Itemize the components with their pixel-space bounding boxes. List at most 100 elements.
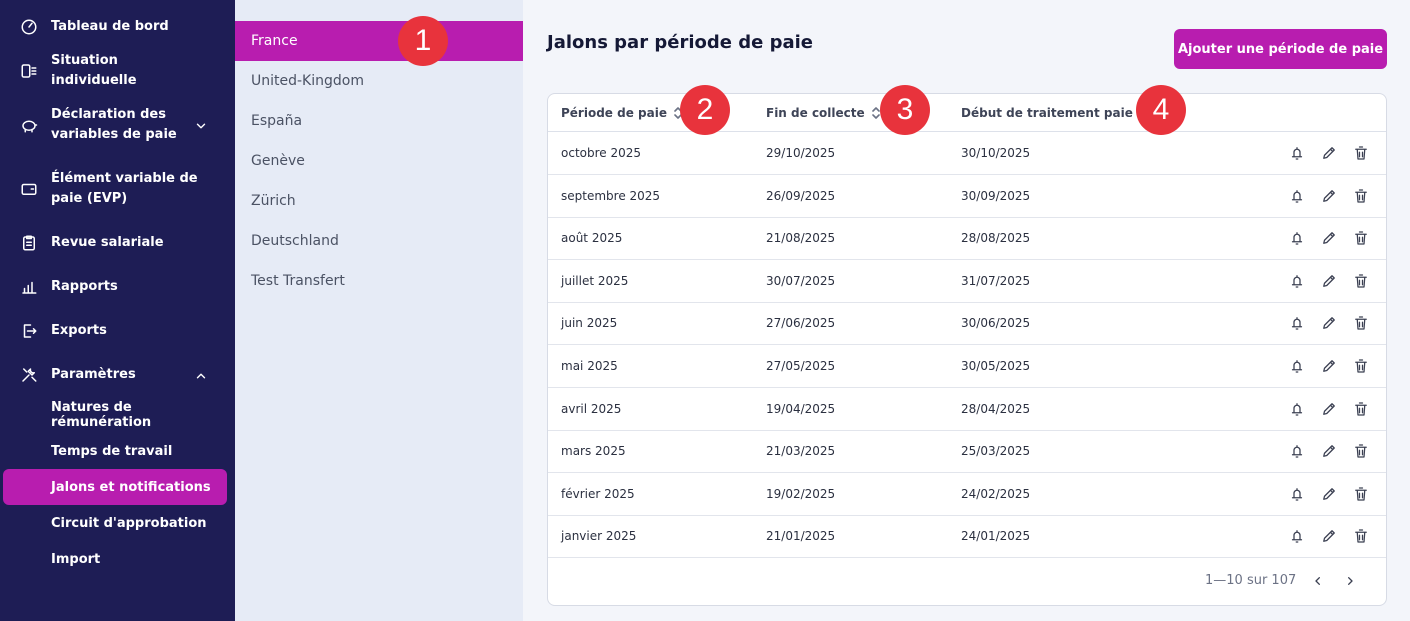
chevron-left-icon[interactable] (1310, 573, 1326, 589)
bell-icon[interactable] (1288, 187, 1306, 205)
trash-icon[interactable] (1352, 144, 1370, 162)
pencil-icon[interactable] (1320, 527, 1338, 545)
export-icon (20, 322, 38, 340)
bell-icon[interactable] (1288, 357, 1306, 375)
bell-icon[interactable] (1288, 442, 1306, 460)
subnav-label: Circuit d'approbation (51, 515, 207, 531)
table-row: août 2025 21/08/2025 28/08/2025 (548, 217, 1386, 261)
chevron-up-icon[interactable] (194, 368, 208, 382)
pencil-icon[interactable] (1320, 272, 1338, 290)
pencil-icon[interactable] (1320, 485, 1338, 503)
nav-label: Situation individuelle (51, 53, 137, 88)
cell-fin-collecte: 19/04/2025 (766, 401, 836, 416)
subnav-natures-remuneration[interactable]: Natures de rémunération (3, 397, 227, 433)
bell-icon[interactable] (1288, 400, 1306, 418)
row-actions (1288, 302, 1370, 344)
trash-icon[interactable] (1352, 314, 1370, 332)
country-item-france[interactable]: France (235, 21, 523, 61)
pencil-icon[interactable] (1320, 144, 1338, 162)
nav-revue-salariale[interactable]: Revue salariale (0, 233, 235, 253)
row-actions (1288, 388, 1370, 430)
pencil-icon[interactable] (1320, 314, 1338, 332)
chevron-down-icon[interactable] (194, 118, 208, 132)
subnav-circuit-approbation[interactable]: Circuit d'approbation (3, 505, 227, 541)
trash-icon[interactable] (1352, 527, 1370, 545)
subnav-label: Temps de travail (51, 443, 173, 459)
pencil-icon[interactable] (1320, 229, 1338, 247)
cell-periode: avril 2025 (561, 401, 622, 416)
sort-icon (871, 107, 881, 119)
country-label: France (251, 33, 298, 49)
country-item-geneve[interactable]: Genève (235, 141, 523, 181)
cell-fin-collecte: 19/02/2025 (766, 486, 836, 501)
nav-label: Déclaration des variables de paie (51, 107, 177, 142)
cell-periode: mars 2025 (561, 444, 626, 459)
nav-declaration-variables[interactable]: Déclaration des variables de paie (0, 105, 235, 145)
country-item-espana[interactable]: España (235, 101, 523, 141)
column-header-debut-traitement[interactable]: Début de traitement paie (961, 94, 1149, 132)
cell-fin-collecte: 21/03/2025 (766, 444, 836, 459)
row-actions (1288, 515, 1370, 557)
trash-icon[interactable] (1352, 187, 1370, 205)
trash-icon[interactable] (1352, 229, 1370, 247)
subnav-jalons-notifications[interactable]: Jalons et notifications (3, 469, 227, 505)
row-actions (1288, 473, 1370, 515)
trash-icon[interactable] (1352, 272, 1370, 290)
trash-icon[interactable] (1352, 485, 1370, 503)
cell-fin-collecte: 21/08/2025 (766, 231, 836, 246)
pencil-icon[interactable] (1320, 442, 1338, 460)
cell-debut-traitement: 30/05/2025 (961, 359, 1031, 373)
bell-icon[interactable] (1288, 314, 1306, 332)
cell-periode: juillet 2025 (561, 273, 629, 288)
subnav-label: Jalons et notifications (51, 479, 211, 495)
nav-rapports[interactable]: Rapports (0, 277, 235, 297)
clipboard-icon (20, 234, 38, 252)
nav-label: Rapports (51, 279, 118, 294)
page-title: Jalons par période de paie (547, 32, 813, 53)
trash-icon[interactable] (1352, 357, 1370, 375)
table-row: février 2025 19/02/2025 24/02/2025 (548, 473, 1386, 516)
trash-icon[interactable] (1352, 442, 1370, 460)
country-item-united-kingdom[interactable]: United-Kingdom (235, 61, 523, 101)
bell-icon[interactable] (1288, 272, 1306, 290)
table-row: juin 2025 27/06/2025 30/06/2025 (548, 302, 1386, 346)
nav-exports[interactable]: Exports (0, 321, 235, 341)
pay-period-table: Période de paie Fin de collecte Début de… (547, 93, 1387, 606)
nav-label: Exports (51, 323, 107, 338)
annotation-badge: 2 (680, 85, 730, 135)
pencil-icon[interactable] (1320, 357, 1338, 375)
person-list-icon (20, 62, 38, 80)
row-actions (1288, 132, 1370, 174)
cell-periode: septembre 2025 (561, 188, 661, 203)
annotation-badge: 1 (398, 16, 448, 66)
column-header-periode[interactable]: Période de paie (561, 94, 683, 132)
nav-parametres[interactable]: Paramètres (0, 365, 235, 385)
pencil-icon[interactable] (1320, 187, 1338, 205)
chevron-right-icon[interactable] (1342, 573, 1358, 589)
column-header-fin-collecte[interactable]: Fin de collecte (766, 94, 881, 132)
row-actions (1288, 430, 1370, 472)
country-item-test-transfert[interactable]: Test Transfert (235, 261, 523, 301)
bell-icon[interactable] (1288, 485, 1306, 503)
cell-debut-traitement: 25/03/2025 (961, 444, 1031, 459)
sidebar: Tableau de bord Situation individuelle D… (0, 0, 235, 621)
subnav-temps-travail[interactable]: Temps de travail (3, 433, 227, 469)
trash-icon[interactable] (1352, 400, 1370, 418)
column-header-label: Début de traitement paie (961, 106, 1133, 120)
annotation-badge: 4 (1136, 85, 1186, 135)
nav-situation-individuelle[interactable]: Situation individuelle (0, 53, 235, 88)
table-row: janvier 2025 21/01/2025 24/01/2025 (548, 515, 1386, 559)
bell-icon[interactable] (1288, 527, 1306, 545)
add-pay-period-button[interactable]: Ajouter une période de paie (1174, 29, 1387, 69)
nav-evp[interactable]: Élément variable de paie (EVP) (0, 169, 235, 209)
bell-icon[interactable] (1288, 144, 1306, 162)
table-row: mai 2025 27/05/2025 30/05/2025 (548, 345, 1386, 388)
nav-tableau-de-bord[interactable]: Tableau de bord (0, 17, 235, 37)
cell-fin-collecte: 27/06/2025 (766, 316, 836, 331)
country-item-zurich[interactable]: Zürich (235, 181, 523, 221)
bell-icon[interactable] (1288, 229, 1306, 247)
subnav-label: Natures de rémunération (51, 400, 152, 430)
subnav-import[interactable]: Import (3, 541, 227, 577)
pencil-icon[interactable] (1320, 400, 1338, 418)
country-item-deutschland[interactable]: Deutschland (235, 221, 523, 261)
